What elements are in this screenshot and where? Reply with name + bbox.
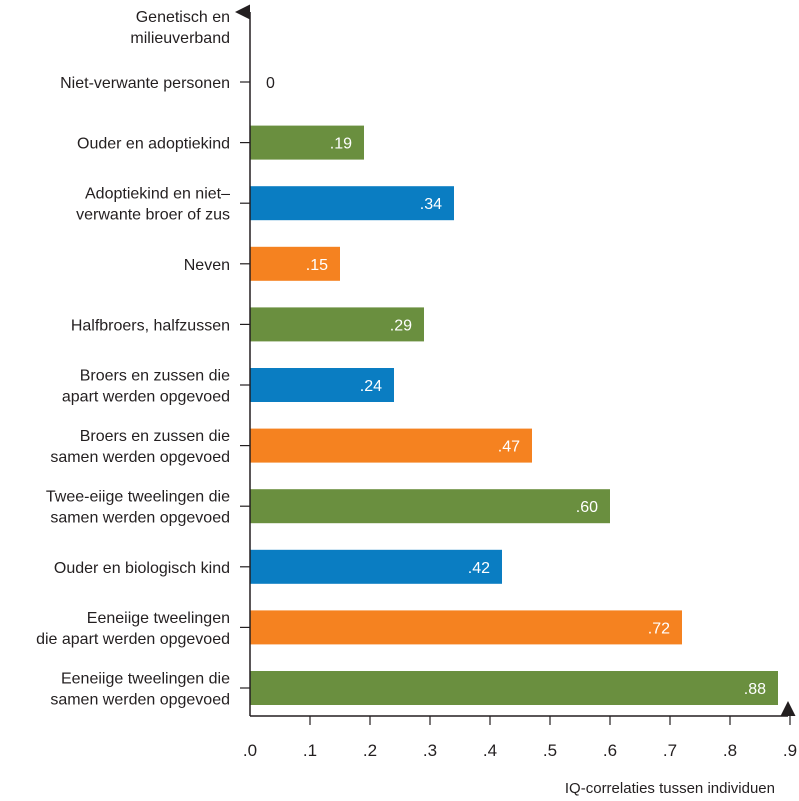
category-label-line: Ouder en adoptiekind	[77, 136, 230, 153]
category-label: Niet-verwante personen	[60, 75, 230, 92]
bar-value-label: .24	[360, 378, 382, 395]
x-tick-label: .9	[783, 741, 797, 760]
bar-value-label: .72	[648, 620, 670, 637]
category-label: Eeneiige tweelingen die samen werden opge…	[50, 671, 230, 709]
bar	[250, 186, 454, 221]
bar-value-label: .88	[744, 681, 766, 698]
category-label-line: samen werden opgevoed	[50, 449, 230, 466]
bar	[250, 610, 682, 645]
x-tick-label: .3	[423, 741, 437, 760]
category-label-line: Niet-verwante personen	[60, 75, 230, 92]
category-label-line: Neven	[184, 257, 230, 274]
bar-value-label: .19	[330, 136, 352, 153]
bar	[250, 428, 532, 463]
bar-value-label: .34	[420, 196, 442, 213]
category-label: Twee-eiige tweelingen die samen werden op…	[46, 489, 230, 527]
x-tick-label: .2	[363, 741, 377, 760]
bar-value-label: .60	[576, 499, 598, 516]
bar-value-label: .42	[468, 560, 490, 577]
y-axis-title: Genetisch en milieuverband	[130, 9, 230, 47]
x-tick-label: .0	[243, 741, 257, 760]
category-label-line: apart werden opgevoed	[62, 389, 230, 406]
bar	[250, 307, 424, 342]
category-label-line: Eeneiige tweelingen	[87, 610, 230, 627]
bar	[250, 489, 610, 524]
category-label-line: verwante broer of zus	[76, 207, 230, 224]
category-label: Adoptiekind en niet– verwante broer of zu…	[76, 186, 230, 224]
x-tick-label: .8	[723, 741, 737, 760]
bar-value-label: .47	[498, 439, 520, 456]
zero-value-label: 0	[266, 75, 275, 92]
category-label-line: Ouder en biologisch kind	[54, 560, 230, 577]
x-tick-label: .4	[483, 741, 497, 760]
category-label-line: Adoptiekind en niet–	[85, 186, 230, 203]
category-label-line: Halfbroers, halfzussen	[71, 317, 230, 334]
x-tick-label: .5	[543, 741, 557, 760]
y-axis-title-line: Genetisch en	[136, 9, 230, 26]
category-label: Eeneiige tweelingen die apart werden opge…	[36, 610, 230, 648]
x-axis-title: IQ-correlaties tussen individuen	[565, 780, 775, 797]
y-axis-title-line: milieuverband	[130, 30, 230, 47]
x-tick-label: .6	[603, 741, 617, 760]
category-label-line: die apart werden opgevoed	[36, 631, 230, 648]
value-labels-group: 0 .19 .34 .15 .29 .24 .47 .60 .42 .72 .88	[266, 75, 766, 698]
bar-value-label: .15	[306, 257, 328, 274]
category-label: Ouder en biologisch kind	[54, 560, 230, 577]
bar	[250, 368, 394, 402]
bars-group	[250, 125, 778, 705]
category-label-line: samen werden opgevoed	[50, 510, 230, 527]
category-labels-group: Niet-verwante personen Ouder en adoptieki…	[36, 75, 230, 709]
category-label: Halfbroers, halfzussen	[71, 317, 230, 334]
bar-value-label: .29	[390, 317, 412, 334]
bar	[250, 549, 502, 584]
category-label: Neven	[184, 257, 230, 274]
category-label: Broers en zussen die samen werden opgevoe…	[50, 428, 230, 466]
category-label-line: Broers en zussen die	[80, 368, 230, 385]
category-label: Ouder en adoptiekind	[77, 136, 230, 153]
axes-group: .0 .1 .2 .3 .4 .5 .6 .7 .8 .9 Genetisch en milieuve…	[130, 4, 797, 797]
bar	[250, 246, 340, 281]
category-label-line: Twee-eiige tweelingen die	[46, 489, 230, 506]
category-label-line: Broers en zussen die	[80, 428, 230, 445]
x-tick-label: .7	[663, 741, 677, 760]
bar	[250, 125, 364, 160]
bar	[250, 671, 778, 705]
category-label-line: samen werden opgevoed	[50, 692, 230, 709]
category-label: Broers en zussen die apart werden opgevoe…	[62, 368, 230, 406]
x-tick-label: .1	[303, 741, 317, 760]
category-label-line: Eeneiige tweelingen die	[61, 671, 230, 688]
